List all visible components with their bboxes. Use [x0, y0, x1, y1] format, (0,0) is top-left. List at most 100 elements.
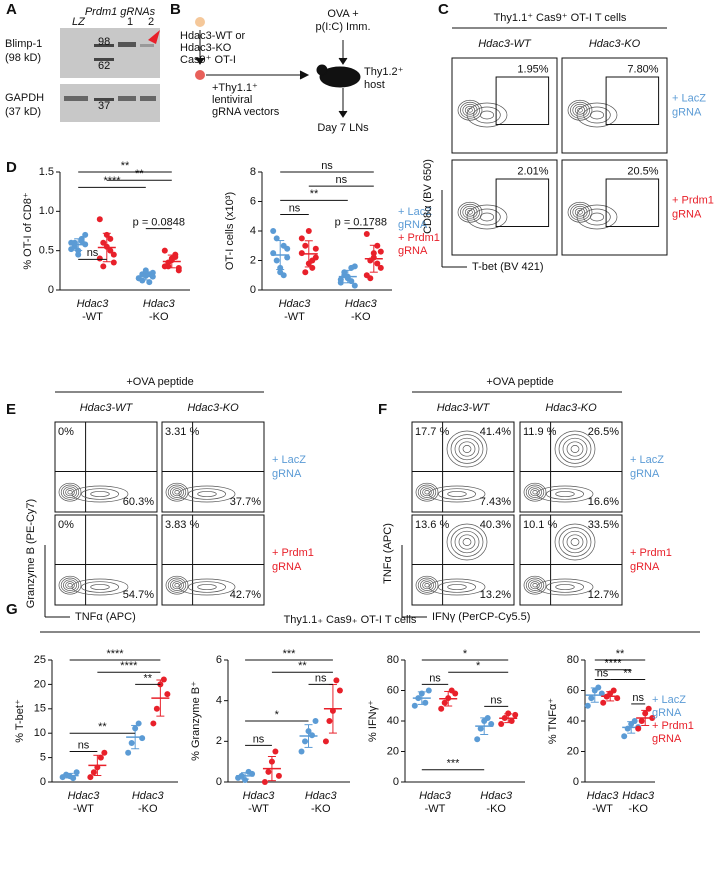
contour: [187, 581, 227, 593]
column-header: Hdac3-KO: [589, 38, 641, 50]
data-point: [600, 699, 607, 706]
contour: [555, 583, 575, 591]
gate-percent: 7.80%: [627, 63, 658, 75]
contour: [197, 583, 217, 591]
sig-label: ns: [632, 692, 644, 704]
blot-label: GAPDH: [5, 92, 44, 104]
y-tick-label: 4: [250, 225, 256, 237]
contour: [462, 538, 472, 546]
gate-percent: 12.7%: [588, 589, 619, 601]
gate-percent: 40.3%: [480, 519, 511, 531]
step-text: host: [364, 79, 385, 91]
contour: [525, 484, 545, 500]
step-text: Day 7 LNs: [317, 122, 369, 134]
contour: [447, 490, 467, 498]
marker: 37: [98, 100, 110, 112]
contour: [473, 208, 501, 226]
y-axis-label: % Granzyme B⁺: [190, 681, 202, 761]
contour: [424, 583, 430, 588]
contour: [589, 110, 605, 120]
data-point: [100, 239, 107, 246]
contour: [422, 488, 432, 497]
y-tick-label: 80: [567, 654, 579, 666]
contour: [454, 437, 480, 461]
panel-title: +OVA peptide: [126, 376, 193, 388]
data-point: [96, 216, 103, 223]
sig-label: ***: [283, 648, 297, 660]
x-label: -WT: [82, 311, 103, 323]
y-axis-label: % TNFα⁺: [547, 698, 559, 744]
sig-label: ns: [597, 667, 609, 679]
data-point: [351, 263, 358, 270]
contour: [422, 581, 432, 590]
y-tick-label: 15: [34, 703, 46, 715]
data-point: [110, 251, 117, 258]
contour: [172, 488, 182, 497]
data-point: [78, 238, 85, 245]
data-point: [298, 235, 305, 242]
axis-arrows: [441, 190, 467, 268]
y-tick-label: 10: [34, 727, 46, 739]
contour: [532, 583, 538, 588]
data-point: [100, 263, 107, 270]
contour: [437, 488, 477, 500]
data-point: [82, 231, 89, 238]
row-label: + Prdm1: [630, 547, 672, 559]
contour: [567, 201, 593, 223]
row-label: gRNA: [630, 468, 660, 480]
contour: [466, 102, 508, 128]
column-header: Hdac3-WT: [80, 402, 134, 414]
contour: [165, 575, 189, 595]
x-label: Hdac3: [132, 790, 165, 802]
blot-label: Blimp-1: [5, 38, 42, 50]
data-point: [153, 705, 160, 712]
contour: [523, 482, 547, 502]
data-point: [135, 720, 142, 727]
contour: [462, 205, 478, 219]
gate-percent: 3.31 %: [165, 426, 199, 438]
y-tick-label: 0: [573, 776, 579, 788]
flow-plot: [561, 57, 668, 154]
contour: [447, 583, 467, 591]
panel-label: C: [438, 1, 449, 18]
x-label: -WT: [592, 803, 613, 815]
data-point: [474, 736, 481, 743]
contour: [428, 485, 486, 503]
y-axis-label: CD8α (BV 650): [422, 159, 434, 234]
y-axis-label: Granzyme B (PE-Cy7): [25, 499, 37, 608]
panel-title: Thy1.1₊ Cas9₊ OT-I T cells: [284, 614, 417, 626]
data-point: [97, 754, 104, 761]
y-tick-label: 20: [387, 745, 399, 757]
gate: [495, 178, 550, 227]
contour: [576, 102, 618, 128]
x-axis-label: TNFα (APC): [75, 611, 136, 623]
contour: [558, 527, 592, 557]
gate-percent: 42.7%: [230, 589, 261, 601]
sig-label: ns: [335, 174, 347, 186]
y-tick-label: 6: [250, 195, 256, 207]
data-point: [363, 230, 370, 237]
data-point: [298, 748, 305, 755]
contour: [178, 485, 236, 503]
contour: [63, 579, 77, 591]
sig-label: *: [275, 709, 280, 721]
sig-label: **: [121, 160, 130, 172]
data-point: [73, 769, 80, 776]
contour: [536, 485, 594, 503]
data-point: [142, 267, 149, 274]
contour: [479, 110, 495, 120]
contour: [570, 203, 590, 221]
gate-percent: 11.9 %: [523, 426, 557, 438]
y-tick-label: 0: [48, 284, 54, 296]
data-point: [377, 264, 384, 271]
contour: [67, 490, 73, 495]
sig-label: ns: [87, 247, 99, 259]
panel-title: Thy1.1⁺ Cas9⁺ OT-I T cells: [494, 12, 627, 24]
gate-percent: 33.5%: [588, 519, 619, 531]
contour: [576, 204, 618, 230]
y-tick-label: 0.5: [39, 245, 54, 257]
data-point: [438, 705, 445, 712]
data-point: [309, 257, 316, 264]
data-point: [505, 710, 512, 717]
contour: [446, 523, 488, 561]
